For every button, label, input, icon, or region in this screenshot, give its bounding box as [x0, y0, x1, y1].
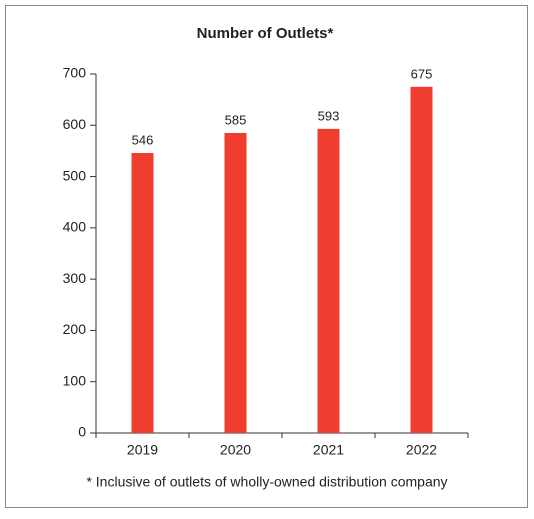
x-tick-label: 2022 [406, 442, 437, 458]
value-label: 585 [225, 112, 247, 127]
y-tick-label: 400 [63, 219, 87, 235]
x-tick-label: 2021 [313, 442, 344, 458]
footnote: * Inclusive of outlets of wholly-owned d… [86, 474, 447, 490]
y-tick-label: 500 [63, 167, 87, 183]
value-label: 593 [318, 108, 340, 123]
y-tick-label: 200 [63, 321, 87, 337]
bar [410, 86, 433, 434]
value-label: 675 [411, 66, 433, 81]
x-tick-label: 2019 [127, 442, 158, 458]
bar [131, 152, 154, 434]
bar [224, 132, 247, 433]
value-label: 546 [132, 132, 154, 147]
y-tick-label: 700 [63, 65, 87, 81]
y-tick-label: 600 [63, 116, 87, 132]
x-tick-label: 2020 [220, 442, 251, 458]
y-tick-label: 300 [63, 270, 87, 286]
y-tick-label: 100 [63, 372, 87, 388]
y-tick-label: 0 [78, 424, 86, 440]
bar [317, 128, 340, 433]
chart-title: Number of Outlets* [197, 25, 334, 42]
chart-border [5, 5, 528, 508]
